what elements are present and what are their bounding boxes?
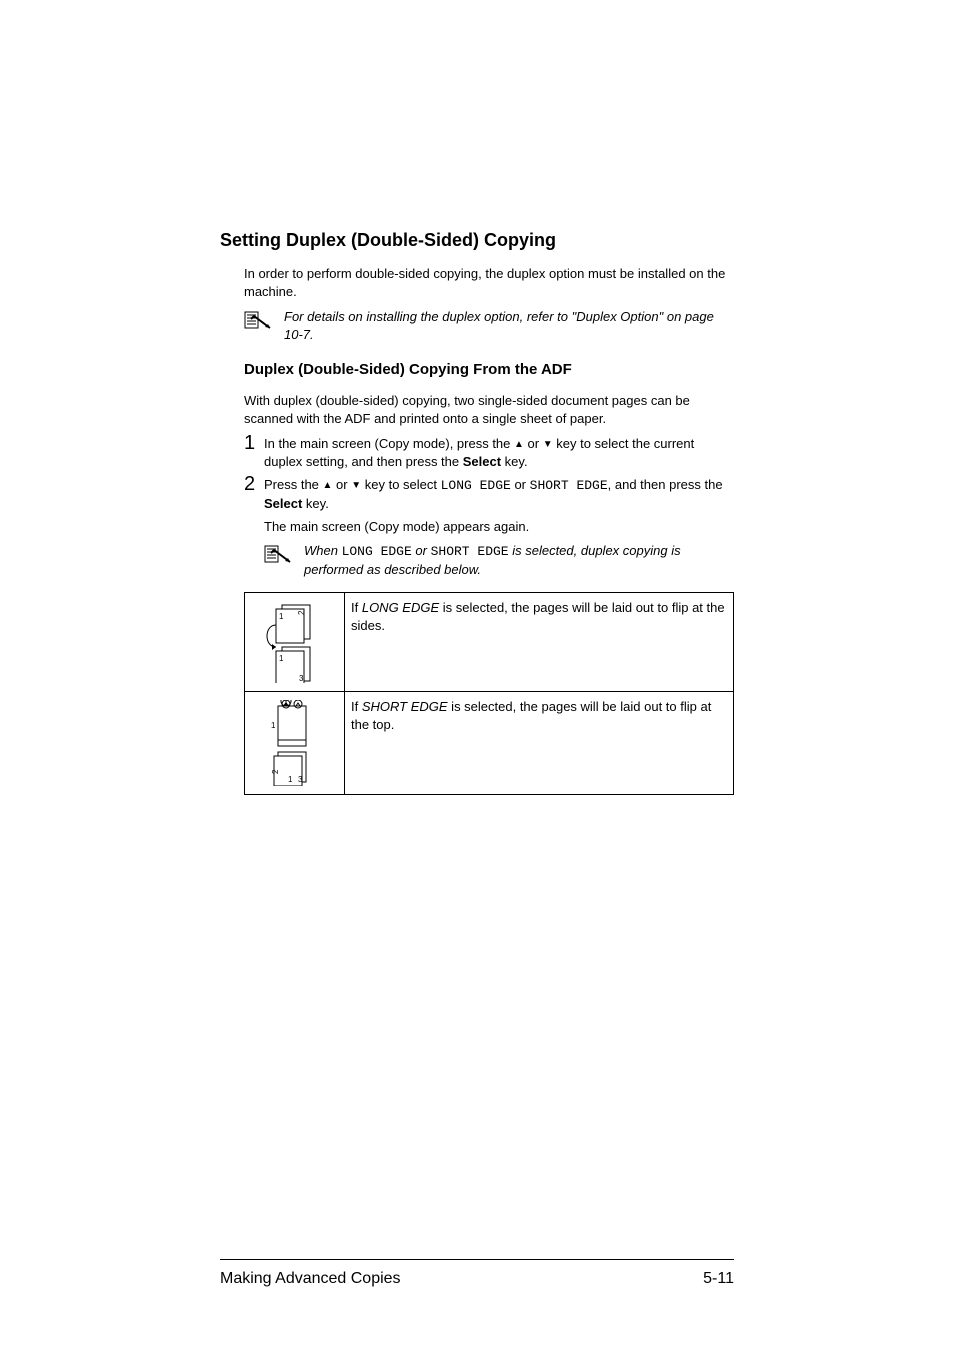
step-1-part-b: or xyxy=(524,436,543,451)
sub-intro-paragraph: With duplex (double-sided) copying, two … xyxy=(244,392,734,427)
install-note-text: For details on installing the duplex opt… xyxy=(284,308,734,343)
step-2: 2 Press the ▲ or ▼ key to select LONG ED… xyxy=(244,476,734,512)
select-key-label: Select xyxy=(463,454,501,469)
intro-paragraph: In order to perform double-sided copying… xyxy=(244,265,734,300)
duplex-options-table: 1 2 1 3 If LONG EDGE is selected, the pa… xyxy=(244,592,734,795)
long-edge-code: LONG EDGE xyxy=(441,478,511,493)
row1-key: LONG EDGE xyxy=(362,600,439,615)
note-icon xyxy=(264,544,294,569)
diagram-label: 1 xyxy=(288,775,293,784)
step-2-number: 2 xyxy=(244,474,264,494)
long-edge-diagram-cell: 1 2 1 3 xyxy=(245,593,345,692)
note-part-b: or xyxy=(412,543,431,558)
step-2-part-b: or xyxy=(332,477,351,492)
row1-part-a: If xyxy=(351,600,362,615)
short-edge-diagram: 1 2 1 3 xyxy=(256,700,334,786)
up-triangle-icon: ▲ xyxy=(323,480,333,491)
up-triangle-icon: ▲ xyxy=(514,439,524,450)
diagram-label: 1 xyxy=(279,612,284,621)
step-1-part-a: In the main screen (Copy mode), press th… xyxy=(264,436,514,451)
short-edge-description-cell: If SHORT EDGE is selected, the pages wil… xyxy=(345,692,734,795)
footer-section-title: Making Advanced Copies xyxy=(220,1270,401,1288)
step-1-text: In the main screen (Copy mode), press th… xyxy=(264,435,734,470)
diagram-label: 3 xyxy=(298,775,303,784)
long-edge-description-cell: If LONG EDGE is selected, the pages will… xyxy=(345,593,734,692)
note-part-a: When xyxy=(304,543,342,558)
table-row: 1 2 1 3 If LONG EDGE is selected, the pa… xyxy=(245,593,734,692)
step-1-number: 1 xyxy=(244,433,264,453)
step-2-note-text: When LONG EDGE or SHORT EDGE is selected… xyxy=(304,542,734,578)
short-edge-diagram-cell: 1 2 1 3 xyxy=(245,692,345,795)
step-2-note: When LONG EDGE or SHORT EDGE is selected… xyxy=(264,542,734,578)
diagram-label: 2 xyxy=(297,610,306,615)
down-triangle-icon: ▼ xyxy=(543,439,553,450)
page-footer: Making Advanced Copies 5-11 xyxy=(220,1259,734,1288)
step-2-subtext: The main screen (Copy mode) appears agai… xyxy=(264,518,734,536)
section-heading: Setting Duplex (Double-Sided) Copying xyxy=(220,230,734,251)
long-edge-code: LONG EDGE xyxy=(342,544,412,559)
row2-key: SHORT EDGE xyxy=(362,699,448,714)
footer-page-number: 5-11 xyxy=(703,1270,734,1288)
step-1-part-d: key. xyxy=(501,454,528,469)
step-2-part-c: key to select xyxy=(361,477,440,492)
diagram-label: 3 xyxy=(299,674,304,683)
step-2-part-d: or xyxy=(511,477,530,492)
step-1: 1 In the main screen (Copy mode), press … xyxy=(244,435,734,470)
step-2-part-a: Press the xyxy=(264,477,323,492)
diagram-label: 2 xyxy=(271,769,280,774)
diagram-label: 1 xyxy=(271,721,276,730)
subsection-heading: Duplex (Double-Sided) Copying From the A… xyxy=(244,361,734,378)
step-2-part-f: key. xyxy=(302,496,329,511)
table-row: 1 2 1 3 xyxy=(245,692,734,795)
long-edge-diagram: 1 2 1 3 xyxy=(256,601,334,683)
select-key-label: Select xyxy=(264,496,302,511)
short-edge-code: SHORT EDGE xyxy=(431,544,509,559)
down-triangle-icon: ▼ xyxy=(351,480,361,491)
note-icon xyxy=(244,310,274,335)
install-note: For details on installing the duplex opt… xyxy=(244,308,734,343)
diagram-label: 1 xyxy=(279,654,284,663)
row2-part-a: If xyxy=(351,699,362,714)
short-edge-code: SHORT EDGE xyxy=(530,478,608,493)
step-2-text: Press the ▲ or ▼ key to select LONG EDGE… xyxy=(264,476,734,512)
step-2-part-e: , and then press the xyxy=(608,477,723,492)
footer-rule xyxy=(220,1259,734,1260)
